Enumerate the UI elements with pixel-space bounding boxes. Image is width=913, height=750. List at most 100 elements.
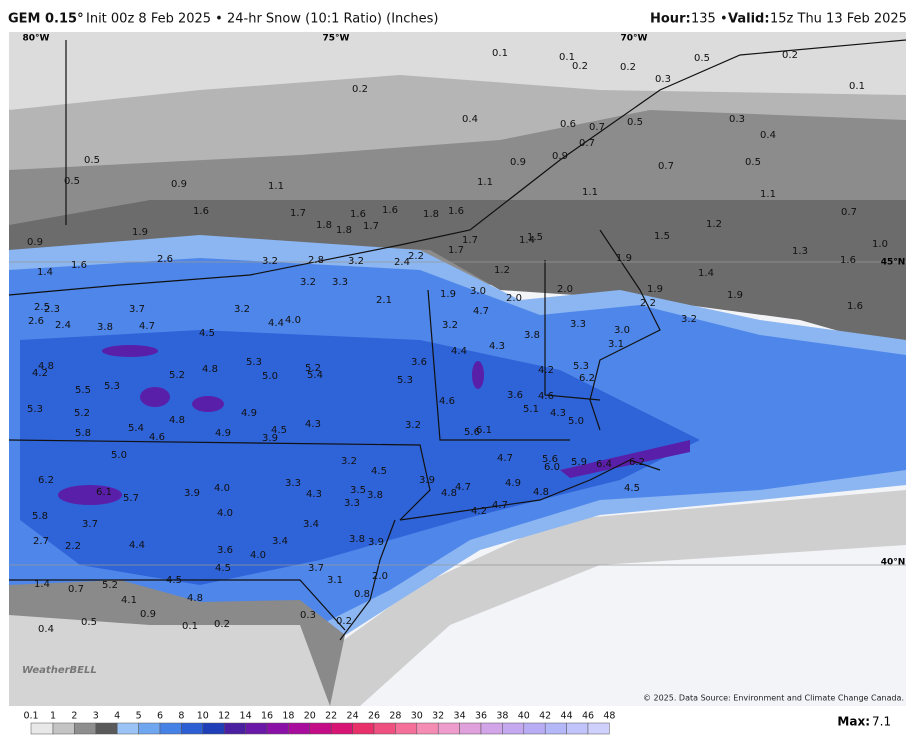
snow-value: 2.8 — [308, 255, 324, 266]
colorbar-label: 16 — [261, 711, 273, 722]
snow-value: 5.2 — [102, 580, 118, 591]
colorbar-label: 32 — [432, 711, 444, 722]
snow-value: 4.0 — [250, 550, 266, 561]
snow-value: 1.9 — [616, 253, 632, 264]
snow-band — [20, 330, 700, 585]
snow-value: 3.1 — [327, 575, 343, 586]
snow-value: 0.3 — [655, 74, 671, 85]
snow-value: 5.5 — [75, 385, 91, 396]
snow-value: 1.6 — [847, 301, 863, 312]
colorbar-label: 6 — [157, 711, 163, 722]
colorbar-label: 12 — [218, 711, 230, 722]
snow-value: 1.3 — [792, 246, 808, 257]
valid: 15z Thu 13 Feb 2025 — [770, 12, 907, 27]
snow-value: 1.6 — [382, 205, 398, 216]
colorbar-label: 20 — [304, 711, 316, 722]
snow-value: 3.9 — [419, 475, 435, 486]
max-label: Max: — [837, 715, 870, 729]
snow-value: 0.1 — [492, 48, 508, 59]
colorbar-swatch — [373, 722, 396, 735]
snow-band — [58, 485, 122, 505]
colorbar-swatch — [245, 722, 268, 735]
snow-value: 3.3 — [332, 277, 348, 288]
snow-value: 0.9 — [27, 237, 43, 248]
snow-value: 3.2 — [234, 304, 250, 315]
snow-value: 2.3 — [44, 304, 60, 315]
snow-value: 0.7 — [579, 138, 595, 149]
snow-value: 0.9 — [171, 179, 187, 190]
snow-value: 5.8 — [75, 428, 91, 439]
snow-value: 3.6 — [507, 390, 523, 401]
snow-value: 5.2 — [169, 370, 185, 381]
colorbar-label: 4 — [114, 711, 120, 722]
colorbar-swatch — [523, 722, 546, 735]
snow-value: 0.5 — [84, 155, 100, 166]
snow-value: 2.2 — [65, 541, 81, 552]
snow-value: 0.9 — [552, 151, 568, 162]
snow-value: 1.6 — [71, 260, 87, 271]
snow-value: 3.9 — [368, 537, 384, 548]
snow-band — [330, 490, 906, 706]
snow-value: 3.8 — [349, 534, 365, 545]
snow-value: 5.4 — [128, 423, 144, 434]
colorbar-label: 1 — [50, 711, 56, 722]
snow-value: 6.1 — [476, 425, 492, 436]
snow-value: 4.2 — [32, 368, 48, 379]
snow-value: 0.8 — [354, 589, 370, 600]
snow-value: 4.5 — [215, 563, 231, 574]
snow-value: 5.3 — [27, 404, 43, 415]
colorbar-label: 36 — [475, 711, 487, 722]
colorbar-label: 34 — [454, 711, 466, 722]
snow-value: 1.2 — [706, 219, 722, 230]
snow-value: 0.7 — [68, 584, 84, 595]
graticule-label: 40°N — [881, 558, 906, 568]
snow-value: 3.1 — [608, 339, 624, 350]
snow-value: 5.1 — [523, 404, 539, 415]
colorbar-swatch — [480, 722, 503, 735]
snow-value: 5.6 — [542, 454, 558, 465]
snow-value: 4.5 — [166, 575, 182, 586]
snow-value: 2.4 — [55, 320, 71, 331]
colorbar-swatch — [330, 722, 353, 735]
snow-value: 4.9 — [241, 408, 257, 419]
header-info: Init 00z 8 Feb 2025 • 24-hr Snow (10:1 R… — [86, 12, 439, 27]
colorbar-swatch — [223, 722, 246, 735]
snow-value: 1.9 — [132, 227, 148, 238]
snow-value: 6.2 — [629, 457, 645, 468]
colorbar-label: 0.1 — [23, 711, 38, 722]
snow-value: 4.5 — [199, 328, 215, 339]
snow-value: 1.7 — [448, 245, 464, 256]
map — [8, 32, 907, 706]
snow-value: 6.1 — [96, 487, 112, 498]
snow-value: 4.5 — [271, 425, 287, 436]
colorbar-swatch — [352, 722, 375, 735]
colorbar-swatch — [587, 722, 610, 735]
snow-value: 0.2 — [620, 62, 636, 73]
colorbar-swatch — [416, 722, 439, 735]
snow-value: 2.4 — [394, 257, 410, 268]
snow-value: 1.8 — [316, 220, 332, 231]
snow-value: 3.0 — [470, 286, 486, 297]
snow-value: 1.6 — [193, 206, 209, 217]
snow-value: 2.7 — [33, 536, 49, 547]
colorbar-label: 22 — [325, 711, 337, 722]
snow-value: 3.6 — [411, 357, 427, 368]
colorbar-label: 28 — [389, 711, 401, 722]
colorbar-swatch — [266, 722, 289, 735]
snow-value: 1.4 — [698, 268, 714, 279]
snow-value: 3.2 — [681, 314, 697, 325]
snow-value: 0.2 — [336, 616, 352, 627]
snow-value: 2.6 — [157, 254, 173, 265]
colorbar-swatch — [138, 722, 161, 735]
snow-value: 0.3 — [729, 114, 745, 125]
snow-value: 3.7 — [308, 563, 324, 574]
colorbar-swatch — [74, 722, 97, 735]
colorbar-label: 44 — [561, 711, 573, 722]
snow-value: 3.2 — [442, 320, 458, 331]
colorbar-label: 5 — [136, 711, 142, 722]
snow-value: 6.0 — [544, 462, 560, 473]
snow-value: 3.2 — [348, 256, 364, 267]
snow-value: 4.4 — [268, 318, 284, 329]
